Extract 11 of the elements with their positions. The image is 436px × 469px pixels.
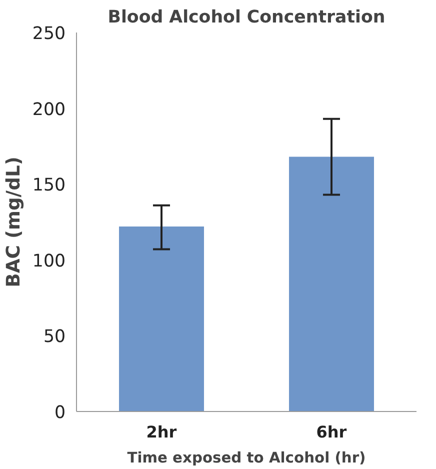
y-axis-title: BAC (mg/dL) (3, 156, 24, 288)
x-axis-title: Time exposed to Alcohol (hr) (127, 450, 366, 466)
y-tick-label: 200 (32, 100, 66, 120)
y-tick-label: 50 (43, 327, 66, 348)
y-tick-label: 0 (54, 403, 66, 423)
x-tick-label: 6hr (316, 422, 347, 442)
y-tick-label: 250 (32, 24, 66, 44)
chart-title: Blood Alcohol Concentration (108, 8, 386, 28)
y-tick-label: 100 (32, 251, 66, 272)
y-tick-label: 150 (32, 176, 66, 196)
x-tick-label: 2hr (146, 422, 177, 442)
